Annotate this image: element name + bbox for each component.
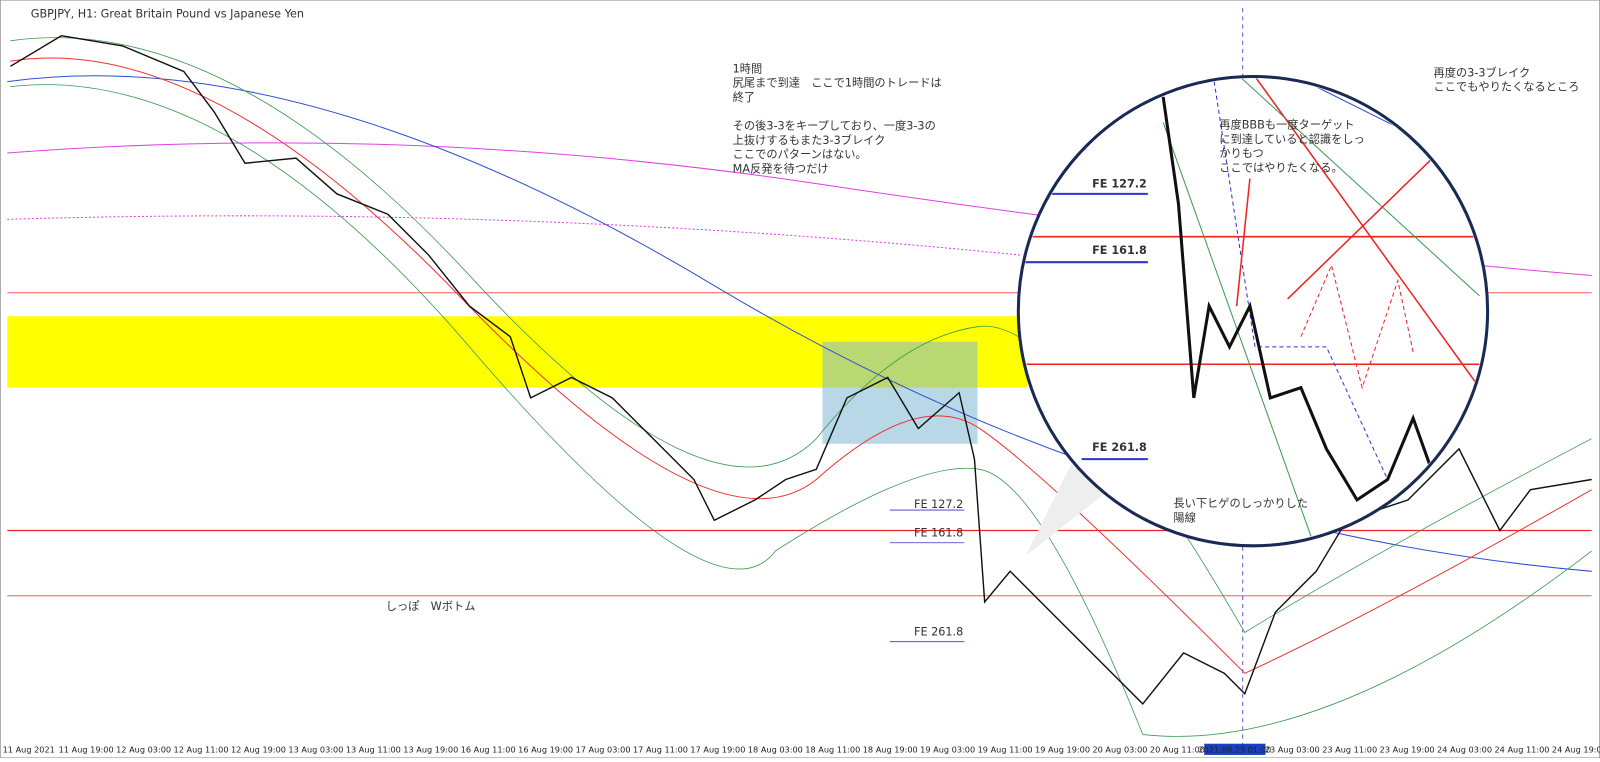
fib-label: FE 127.2 [914, 498, 963, 511]
zoom-note: 再度BBBも一度ターゲット [1219, 117, 1354, 131]
x-tick-label: 16 Aug 11:00 [461, 744, 516, 754]
x-tick-label: 20 Aug 11:00 [1150, 744, 1205, 754]
x-tick-label: 17 Aug 03:00 [576, 744, 631, 754]
zoom-note: 長い下ヒゲのしっかりした [1173, 497, 1308, 510]
x-tick-label: 19 Aug 19:00 [1035, 744, 1090, 754]
x-tick-label: 11 Aug 19:00 [59, 744, 114, 754]
band [10, 37, 1592, 634]
x-tick-label: 17 Aug 19:00 [690, 744, 745, 754]
zoom-note: 陽線 [1173, 510, 1195, 524]
x-tick-label: 12 Aug 03:00 [116, 744, 171, 754]
x-tick-label: 18 Aug 03:00 [748, 744, 803, 754]
note: MA反発を待つだけ [733, 161, 829, 175]
fib-label: FE 261.8 [914, 626, 963, 639]
x-tick-label: 19 Aug 11:00 [978, 744, 1033, 754]
x-tick-label: 12 Aug 19:00 [231, 744, 286, 754]
x-tick-label: 24 Aug 11:00 [1494, 744, 1549, 754]
symbol: GBPJPY, H1: Great Britain Pound vs Japan… [31, 7, 304, 20]
note: ここでもやりたくなるところ [1434, 81, 1580, 94]
x-tick-label: 19 Aug 03:00 [920, 744, 975, 754]
note: 上抜けするもまた3-3ブレイク [733, 133, 886, 147]
x-tick-label: 12 Aug 11:00 [174, 744, 229, 754]
zoom-note: ここではやりたくなる。 [1219, 161, 1342, 174]
fib-marks [889, 509, 965, 643]
zoom-note: に到達していると認識をしっ [1219, 132, 1365, 146]
x-tick-label: 17 Aug 11:00 [633, 744, 688, 754]
price [10, 34, 1592, 705]
x-tick-label: 13 Aug 11:00 [346, 744, 401, 754]
x-tick-label: 18 Aug 19:00 [863, 744, 918, 754]
x-tick-label: 23 Aug 03:00 [1265, 744, 1320, 754]
pattern-label: しっぽ Wボトム [386, 600, 476, 613]
x-tick-label: 16 Aug 19:00 [518, 744, 573, 754]
ma [7, 215, 1021, 256]
x-tick-label: 2021.08.23 01:00 [1198, 744, 1271, 754]
zoom-fib-label: FE 161.8 [1092, 244, 1147, 257]
cursor-label-bg [1204, 743, 1266, 755]
x-tick-label: 23 Aug 11:00 [1322, 744, 1377, 754]
x-tick-label: 13 Aug 19:00 [403, 744, 458, 754]
note: その後3-3をキープしており、一度3-3の [733, 119, 936, 133]
x-tick-label: 18 Aug 11:00 [805, 744, 860, 754]
ma [10, 57, 1592, 674]
note: 尻尾まで到達 ここで1時間のトレードは [733, 77, 942, 90]
note: 終了 [733, 90, 755, 104]
note: 再度の3-3ブレイク [1434, 65, 1531, 79]
x-tick-label: 24 Aug 03:00 [1437, 744, 1492, 754]
fib-label: FE 161.8 [914, 527, 963, 540]
band [10, 84, 1592, 737]
x-tick-label: 23 Aug 19:00 [1380, 744, 1435, 754]
range-box [822, 341, 978, 444]
zoom-fib-label: FE 261.8 [1092, 441, 1147, 454]
x-tick-label: 24 Aug 19:00 [1552, 744, 1600, 754]
x-tick-label: 20 Aug 03:00 [1092, 744, 1147, 754]
zoom-fib-label: FE 127.2 [1092, 178, 1147, 191]
x-tick-label: 11 Aug 2021 [3, 744, 55, 754]
zoom-note: かりもつ [1219, 147, 1263, 160]
note: ここでのパターンはない。 [733, 148, 867, 161]
x-tick-label: 13 Aug 03:00 [288, 744, 343, 754]
note: 1時間 [733, 62, 763, 75]
